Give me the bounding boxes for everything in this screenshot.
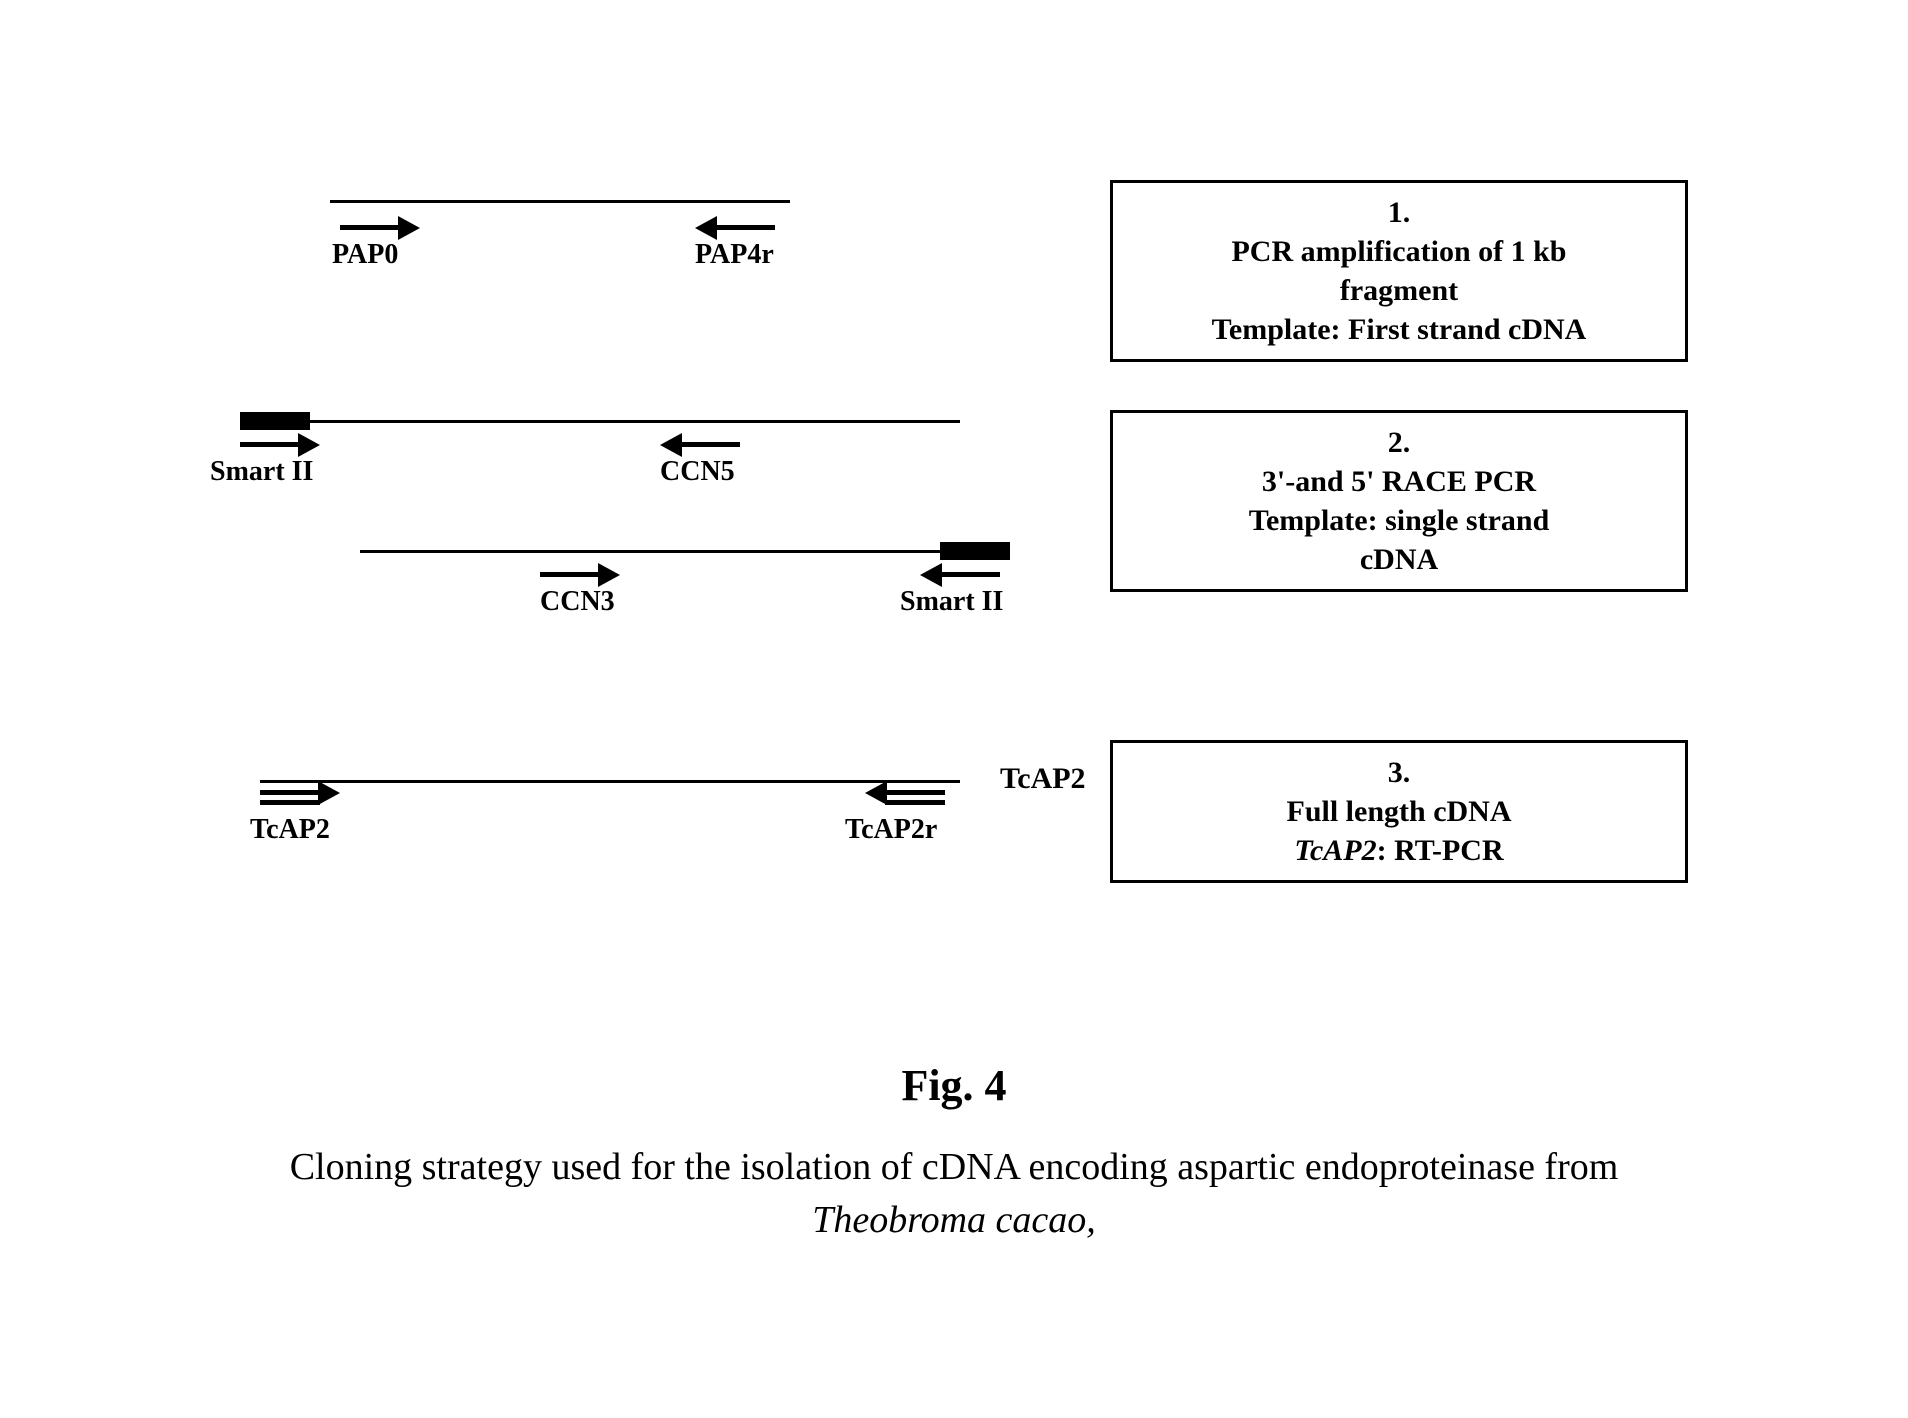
legend-2-line3: cDNA [1360,543,1438,576]
panel2b-adapter-block [940,542,1010,560]
figure-caption-line1: Cloning strategy used for the isolation … [290,1146,1619,1188]
panel3-fragment-line [260,780,960,783]
figure-caption-line2: Theobroma cacao, [812,1199,1096,1241]
panel2b-fragment-line [360,550,1010,553]
primer-pap4r: PAP4r [695,225,775,275]
primer-pap0: PAP0 [340,225,420,275]
panel2a-adapter-block [240,412,310,430]
primer-smart2-5prime: Smart II [240,442,320,492]
primer-smart2-5prime-label: Smart II [210,456,313,488]
legend-box-1: 1. PCR amplification of 1 kb fragment Te… [1110,180,1688,362]
legend-2-num: 2. [1388,426,1411,459]
primer-tcap2-fwd-label: TcAP2 [250,814,330,846]
primer-ccn5: CCN5 [660,442,740,492]
legend-1-num: 1. [1388,196,1411,229]
primer-smart2-3prime-label: Smart II [900,586,1003,618]
panel1-fragment-line [330,200,790,203]
legend-box-3: 3. Full length cDNA TcAP2: RT-PCR [1110,740,1688,883]
legend-3-line1: Full length cDNA [1287,795,1512,828]
primer-tcap2-fwd: TcAP2 [260,790,340,840]
legend-2-line1: 3'-and 5' RACE PCR [1262,465,1536,498]
legend-3-line2-italic: TcAP2 [1294,834,1376,867]
primer-pap0-label: PAP0 [332,239,398,271]
legend-3-num: 3. [1388,756,1411,789]
legend-area: 1. PCR amplification of 1 kb fragment Te… [1110,180,1680,960]
panel3-gene-label: TcAP2 [1000,762,1086,796]
primer-ccn3-label: CCN3 [540,586,615,618]
diagram-area: PAP0 PAP4r Smart II CCN5 CCN3 Smart II T… [240,180,1060,960]
legend-3-line2-suffix: : RT-PCR [1377,834,1504,867]
legend-1-line2: fragment [1340,274,1458,307]
figure-caption: Fig. 4 Cloning strategy used for the iso… [0,1060,1908,1247]
primer-ccn3: CCN3 [540,572,620,622]
legend-box-2: 2. 3'-and 5' RACE PCR Template: single s… [1110,410,1688,592]
primer-tcap2-rev: TcAP2r [865,790,945,840]
legend-1-line3: Template: First strand cDNA [1212,313,1587,346]
primer-pap4r-label: PAP4r [695,239,774,271]
panel2a-fragment-line [310,420,960,423]
legend-2-line2: Template: single strand [1249,504,1550,537]
figure-number: Fig. 4 [0,1060,1908,1111]
primer-tcap2-rev-label: TcAP2r [845,814,937,846]
legend-1-line1: PCR amplification of 1 kb [1231,235,1566,268]
primer-ccn5-label: CCN5 [660,456,735,488]
primer-smart2-3prime: Smart II [920,572,1000,622]
